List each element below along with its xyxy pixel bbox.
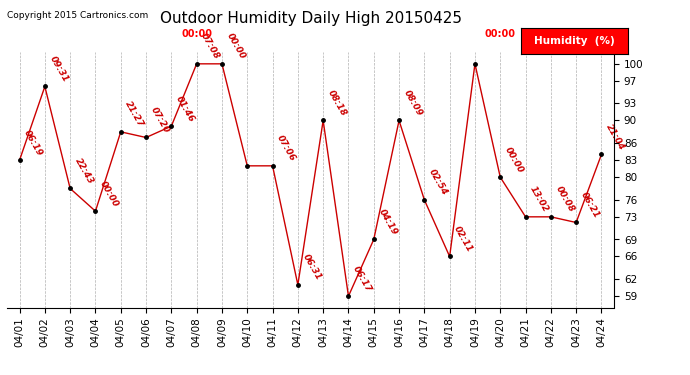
Text: 06:31: 06:31 xyxy=(301,253,323,282)
Text: 02:11: 02:11 xyxy=(453,224,475,254)
Text: Copyright 2015 Cartronics.com: Copyright 2015 Cartronics.com xyxy=(7,11,148,20)
Text: 07:06: 07:06 xyxy=(275,134,297,163)
Text: 07:08: 07:08 xyxy=(199,32,221,61)
Text: 00:00: 00:00 xyxy=(503,145,525,174)
Text: 01:46: 01:46 xyxy=(174,94,196,123)
Text: 22:43: 22:43 xyxy=(73,156,95,186)
Text: 02:54: 02:54 xyxy=(427,168,449,197)
Text: 07:20: 07:20 xyxy=(149,105,171,135)
Text: 21:27: 21:27 xyxy=(124,100,146,129)
Text: 09:31: 09:31 xyxy=(48,54,70,84)
Text: Outdoor Humidity Daily High 20150425: Outdoor Humidity Daily High 20150425 xyxy=(159,11,462,26)
Text: 00:00: 00:00 xyxy=(181,29,212,39)
Text: 00:08: 00:08 xyxy=(553,185,575,214)
Text: 04:19: 04:19 xyxy=(377,207,399,237)
Text: 06:19: 06:19 xyxy=(22,128,44,158)
Text: 08:18: 08:18 xyxy=(326,88,348,118)
Text: 00:00: 00:00 xyxy=(485,29,515,39)
Text: 21:04: 21:04 xyxy=(604,122,627,152)
Text: 06:21: 06:21 xyxy=(579,190,601,220)
Text: 08:09: 08:09 xyxy=(402,88,424,118)
Text: 13:02: 13:02 xyxy=(529,185,551,214)
Text: 00:00: 00:00 xyxy=(98,179,120,209)
Text: 06:17: 06:17 xyxy=(351,264,373,293)
Text: Humidity  (%): Humidity (%) xyxy=(534,36,615,46)
Text: 00:00: 00:00 xyxy=(225,32,247,61)
